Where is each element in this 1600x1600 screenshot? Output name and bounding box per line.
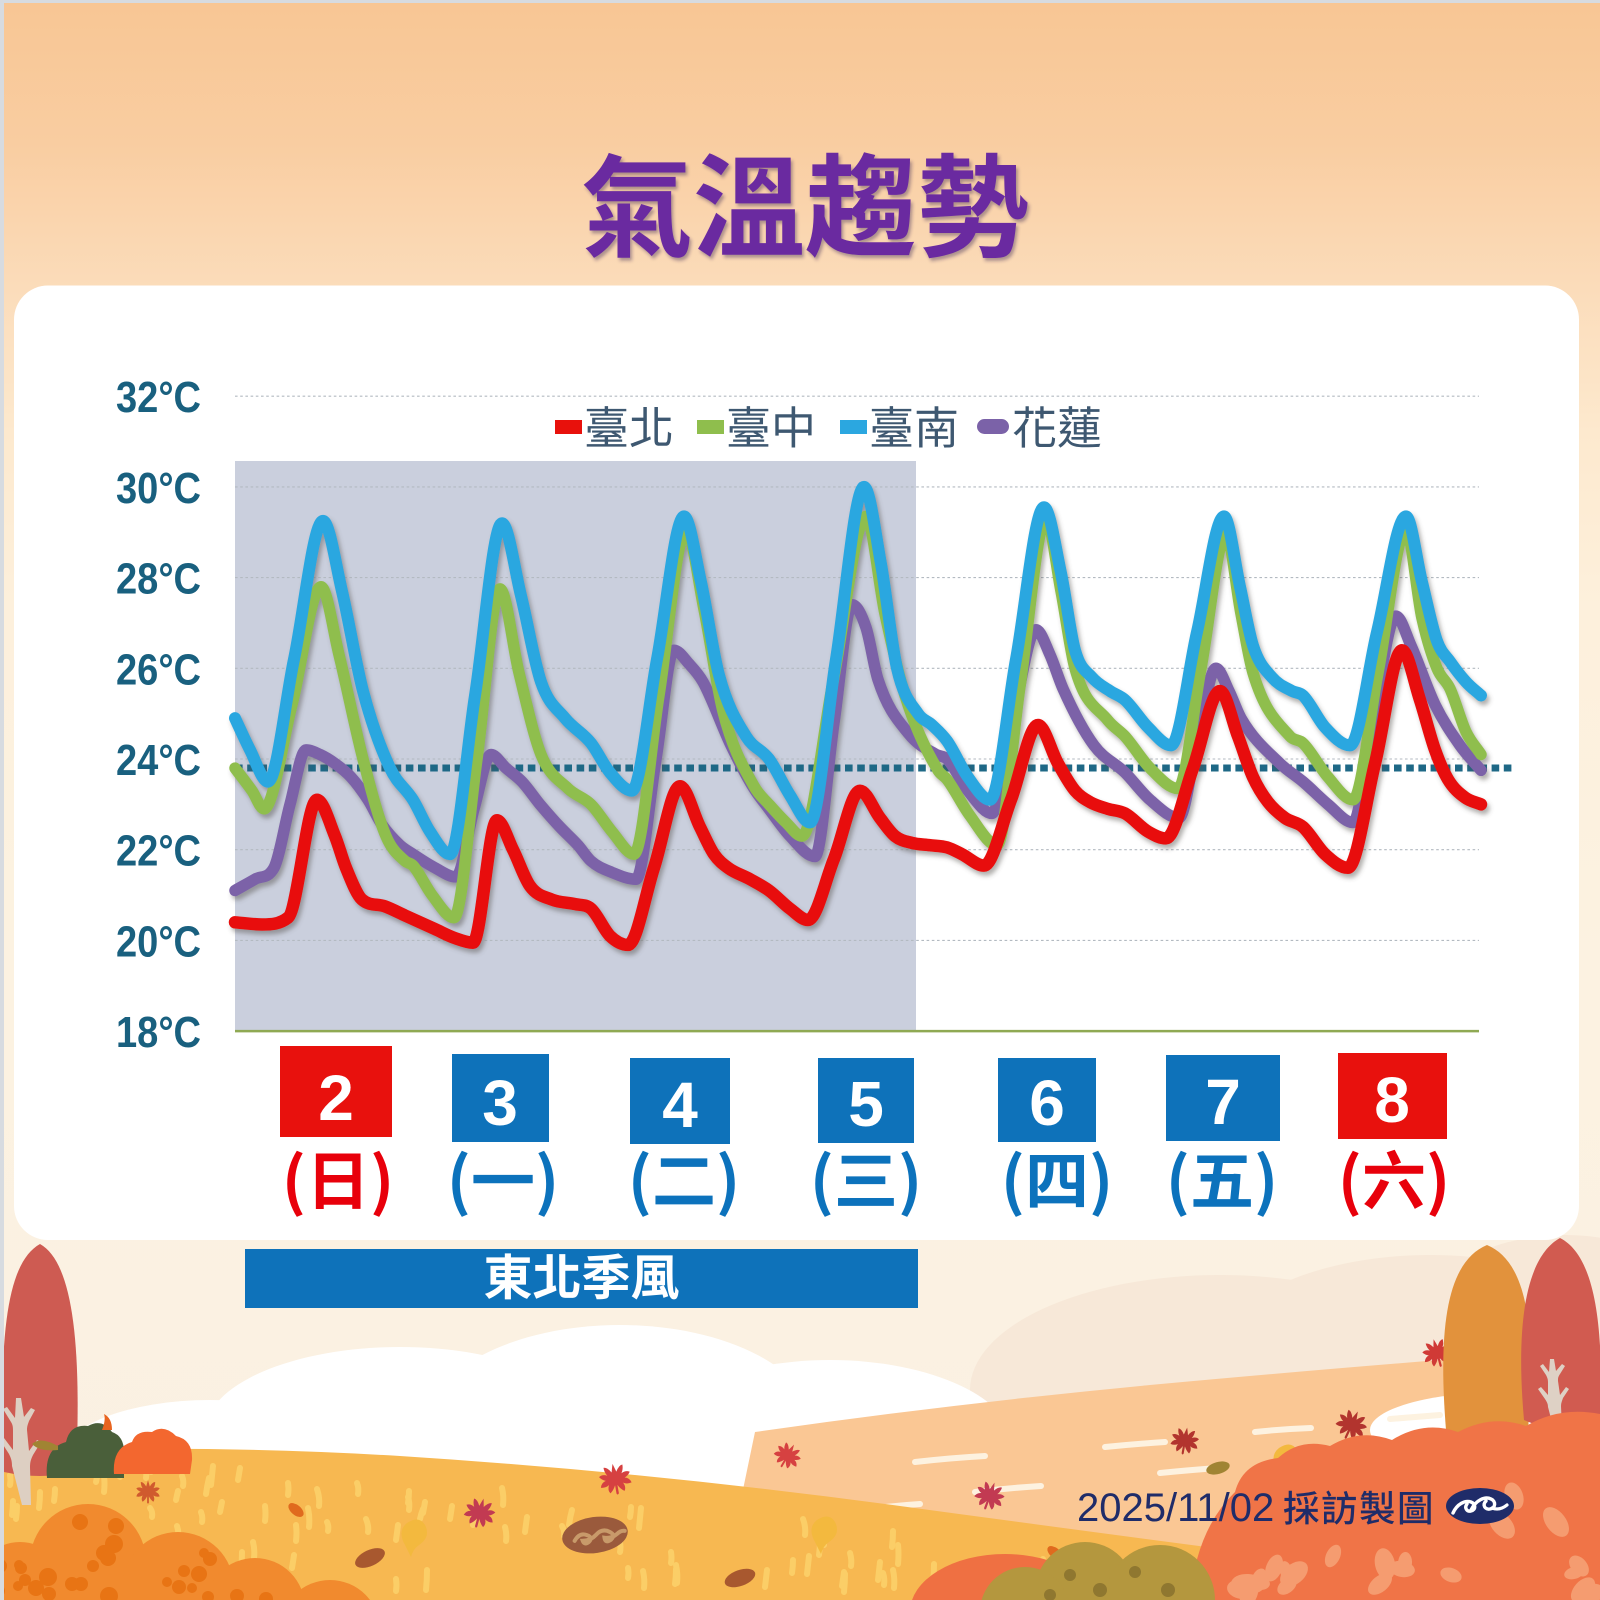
svg-text:2025/11/02: 2025/11/02 bbox=[1077, 1486, 1274, 1530]
svg-text:5: 5 bbox=[848, 1068, 884, 1140]
svg-text:4: 4 bbox=[662, 1069, 698, 1141]
svg-text:2: 2 bbox=[318, 1062, 354, 1134]
svg-text:28°C: 28°C bbox=[116, 555, 201, 604]
svg-text:20°C: 20°C bbox=[116, 917, 201, 966]
svg-text:32°C: 32°C bbox=[116, 373, 201, 422]
svg-text:3: 3 bbox=[482, 1067, 518, 1139]
svg-text:22°C: 22°C bbox=[116, 827, 201, 876]
svg-text:6: 6 bbox=[1029, 1067, 1065, 1139]
svg-text:7: 7 bbox=[1205, 1066, 1241, 1138]
svg-text:26°C: 26°C bbox=[116, 645, 201, 694]
svg-text:8: 8 bbox=[1374, 1064, 1410, 1136]
svg-text:18°C: 18°C bbox=[116, 1008, 201, 1057]
svg-text:24°C: 24°C bbox=[116, 736, 201, 785]
svg-text:30°C: 30°C bbox=[116, 464, 201, 513]
